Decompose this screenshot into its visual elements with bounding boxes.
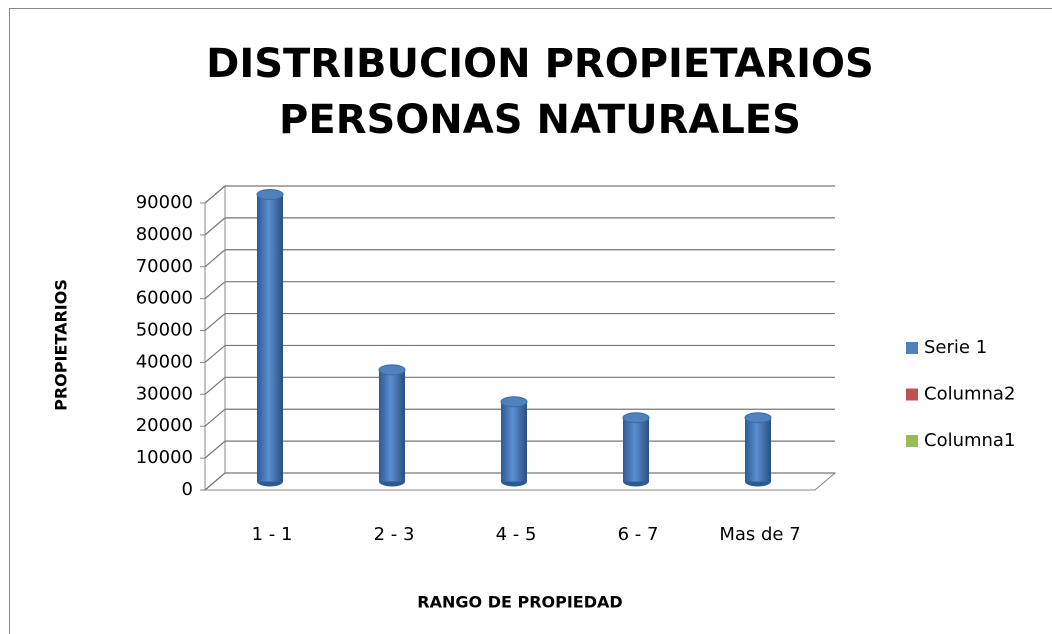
legend-swatch — [906, 388, 918, 401]
y-tick-label: 50000 — [136, 320, 193, 341]
bar — [622, 412, 650, 487]
chart-title: DISTRIBUCION PROPIETARIOS PERSONAS NATUR… — [206, 41, 874, 143]
bar-body — [501, 401, 527, 482]
bar-top — [256, 189, 284, 200]
chart-border — [9, 8, 1052, 634]
bar-top — [500, 396, 528, 408]
bar-top — [378, 364, 406, 376]
legend-swatch — [906, 342, 918, 354]
bar-body — [745, 417, 771, 482]
y-tick-label: 10000 — [136, 447, 193, 468]
y-tick-label: 40000 — [136, 351, 193, 372]
bar-body — [623, 417, 649, 482]
x-axis-label: RANGO DE PROPIEDAD — [417, 593, 622, 612]
bar — [378, 364, 406, 487]
y-tick-label: 60000 — [136, 288, 193, 309]
bar-top — [622, 412, 650, 424]
grid-line — [204, 249, 835, 268]
legend-label: Columna1 — [924, 430, 1015, 451]
y-tick-label: 20000 — [136, 415, 193, 436]
x-tick-label: Mas de 7 — [719, 524, 800, 545]
y-tick-label: 0 — [182, 479, 193, 500]
bar-body — [257, 194, 283, 482]
y-tick-label: 70000 — [136, 256, 193, 277]
y-tick-label: 30000 — [136, 383, 193, 404]
bar — [500, 396, 528, 487]
bar-top — [744, 412, 772, 424]
legend-label: Columna2 — [924, 384, 1015, 405]
legend-swatch — [906, 435, 918, 447]
grid-line — [204, 376, 835, 395]
bar — [256, 189, 284, 487]
x-tick-label: 1 - 1 — [252, 524, 293, 545]
x-tick-label: 6 - 7 — [618, 524, 659, 545]
grid-line — [204, 217, 835, 236]
grid-line — [204, 281, 835, 300]
x-tick-label: 4 - 5 — [496, 524, 537, 545]
y-axis-label: PROPIETARIOS — [52, 279, 71, 411]
grid-line — [204, 185, 835, 204]
bar — [744, 412, 772, 487]
grid-line — [204, 344, 835, 363]
y-tick-label: 90000 — [136, 192, 193, 213]
grid-line — [204, 408, 835, 427]
grid-line — [204, 312, 835, 332]
legend-label: Serie 1 — [924, 337, 987, 358]
bar-body — [379, 369, 405, 482]
x-tick-label: 2 - 3 — [374, 524, 415, 545]
y-tick-label: 80000 — [136, 224, 193, 245]
